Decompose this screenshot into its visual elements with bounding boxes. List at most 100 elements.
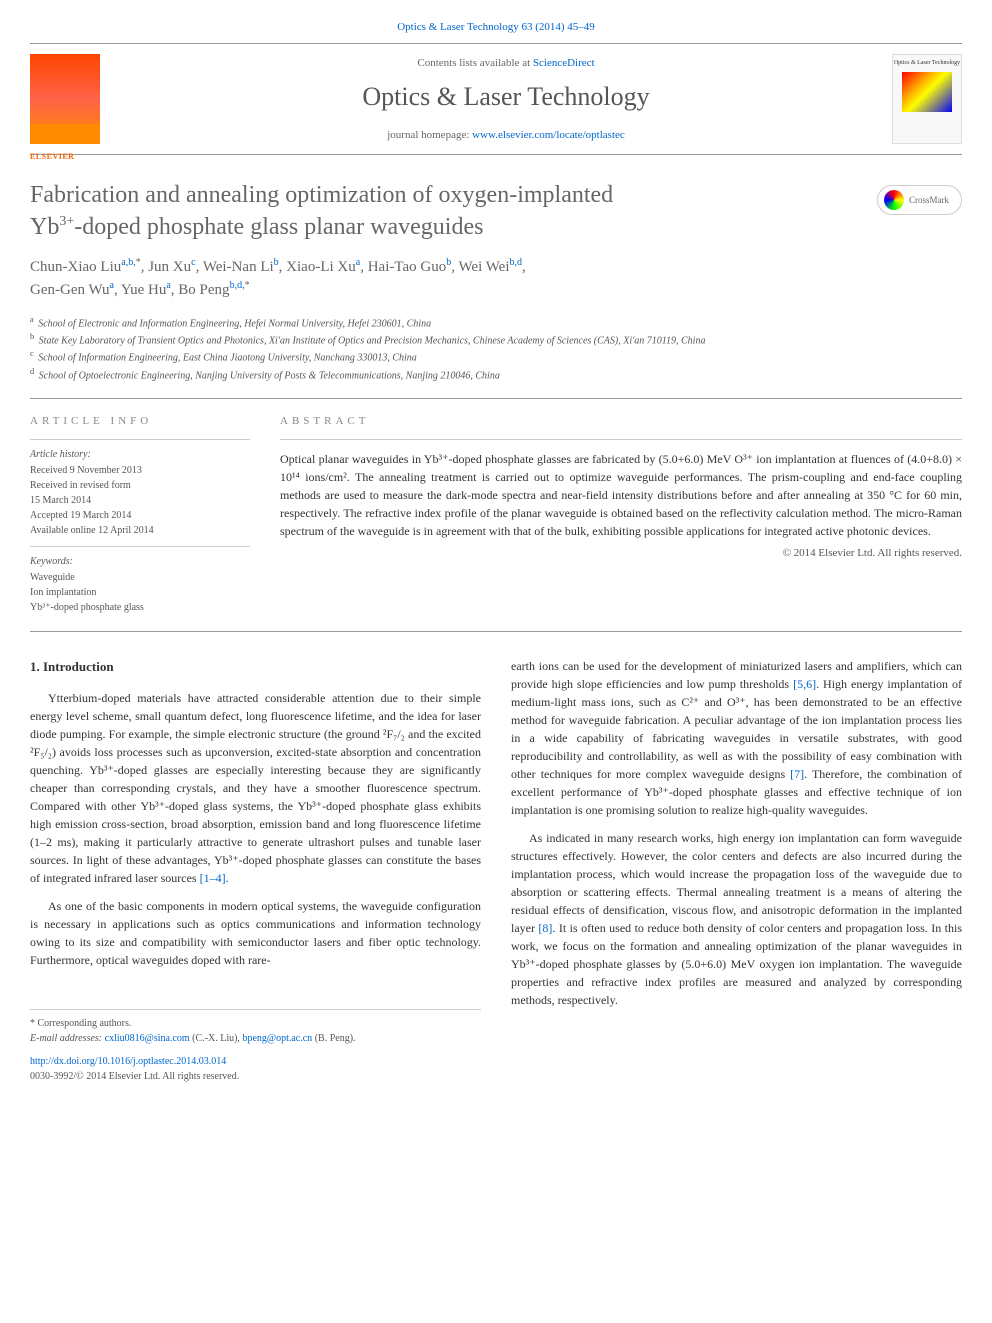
cover-text: Optics & Laser Technology — [893, 59, 961, 67]
affil-text: School of Electronic and Information Eng… — [38, 318, 431, 329]
para-text: . — [226, 871, 229, 885]
info-divider — [30, 439, 250, 440]
history-label: Article history: — [30, 448, 250, 462]
abstract-divider — [280, 439, 962, 440]
affil-sup: b — [30, 332, 34, 341]
doi-link[interactable]: http://dx.doi.org/10.1016/j.optlastec.20… — [30, 1054, 481, 1069]
elsevier-logo: ELSEVIER — [30, 151, 74, 162]
para-text: Ytterbium-doped materials have attracted… — [30, 691, 481, 885]
abstract-heading: ABSTRACT — [280, 414, 962, 429]
left-column: 1. Introduction Ytterbium-doped material… — [30, 657, 481, 1084]
contents-prefix: Contents lists available at — [417, 57, 532, 69]
title-line2-post: -doped phosphate glass planar waveguides — [74, 214, 483, 240]
abstract-text: Optical planar waveguides in Yb³⁺-doped … — [280, 450, 962, 540]
body-columns: 1. Introduction Ytterbium-doped material… — [30, 657, 962, 1084]
para-text: . It is often used to reduce both densit… — [511, 921, 962, 1007]
sep: , — [196, 259, 203, 275]
keyword: Yb³⁺-doped phosphate glass — [30, 601, 250, 615]
authors-list: Chun-Xiao Liua,b,*, Jun Xuc, Wei-Nan Lib… — [30, 255, 962, 302]
journal-cover-thumb: Optics & Laser Technology — [892, 54, 962, 144]
author-affil[interactable]: a,b, — [121, 257, 135, 268]
article-info-heading: ARTICLE INFO — [30, 414, 250, 429]
paragraph: earth ions can be used for the developme… — [511, 657, 962, 819]
sciencedirect-link[interactable]: ScienceDirect — [533, 57, 595, 69]
author: Wei Wei — [458, 259, 509, 275]
affil-sup: c — [30, 349, 34, 358]
paragraph: Ytterbium-doped materials have attracted… — [30, 689, 481, 887]
sep: , — [522, 259, 526, 275]
author: Hai-Tao Guo — [368, 259, 447, 275]
email-link[interactable]: bpeng@opt.ac.cn — [242, 1033, 312, 1044]
crossmark-label: CrossMark — [909, 194, 949, 207]
footer-block: * Corresponding authors. E-mail addresse… — [30, 1009, 481, 1084]
homepage-prefix: journal homepage: — [387, 129, 472, 141]
email-label: E-mail addresses: — [30, 1033, 105, 1044]
email-link[interactable]: cxliu0816@sina.com — [105, 1033, 190, 1044]
history-item: Accepted 19 March 2014 — [30, 509, 250, 523]
author: Yue Hu — [121, 282, 166, 298]
article-info: ARTICLE INFO Article history: Received 9… — [30, 414, 250, 616]
affiliation: c School of Information Engineering, Eas… — [30, 348, 962, 365]
author-affil[interactable]: b,d, — [230, 280, 245, 291]
elsevier-cover: ELSEVIER — [30, 54, 100, 144]
citation-link[interactable]: [1–4] — [200, 871, 226, 885]
homepage-link[interactable]: www.elsevier.com/locate/optlastec — [472, 129, 625, 141]
citation-link[interactable]: [8] — [538, 921, 552, 935]
author: Wei-Nan Li — [203, 259, 274, 275]
email-line: E-mail addresses: cxliu0816@sina.com (C.… — [30, 1031, 481, 1046]
affiliation: b State Key Laboratory of Transient Opti… — [30, 331, 962, 348]
right-column: earth ions can be used for the developme… — [511, 657, 962, 1084]
info-divider — [30, 546, 250, 547]
author: Jun Xu — [148, 259, 191, 275]
journal-homepage-line: journal homepage: www.elsevier.com/locat… — [120, 128, 892, 143]
email-name: (B. Peng). — [312, 1033, 355, 1044]
cover-image — [902, 72, 952, 112]
corr-star: * — [245, 280, 250, 291]
citation-link[interactable]: [5,6] — [793, 677, 816, 691]
keyword: Waveguide — [30, 571, 250, 585]
history-item: Received in revised form — [30, 479, 250, 493]
history-item: Available online 12 April 2014 — [30, 524, 250, 538]
author-affil[interactable]: b,d — [510, 257, 523, 268]
affil-sup: a — [30, 315, 34, 324]
sep: , — [360, 259, 368, 275]
affil-text: School of Information Engineering, East … — [38, 353, 417, 364]
affil-sup: d — [30, 367, 34, 376]
divider — [30, 398, 962, 399]
sep: , — [114, 282, 121, 298]
journal-header: ELSEVIER Contents lists available at Sci… — [30, 43, 962, 155]
crossmark-badge[interactable]: CrossMark — [877, 185, 962, 215]
header-center: Contents lists available at ScienceDirec… — [120, 56, 892, 143]
para-text: . High energy implantation of medium-lig… — [511, 677, 962, 781]
contents-list-line: Contents lists available at ScienceDirec… — [120, 56, 892, 71]
crossmark-icon — [884, 190, 904, 210]
affiliation: d School of Optoelectronic Engineering, … — [30, 366, 962, 383]
paragraph: As indicated in many research works, hig… — [511, 829, 962, 1009]
divider — [30, 631, 962, 632]
title-row: Fabrication and annealing optimization o… — [30, 180, 962, 242]
title-line1: Fabrication and annealing optimization o… — [30, 182, 613, 208]
author: Bo Peng — [178, 282, 229, 298]
abstract-block: ABSTRACT Optical planar waveguides in Yb… — [280, 414, 962, 616]
paragraph: As one of the basic components in modern… — [30, 897, 481, 969]
email-name: (C.-X. Liu), — [190, 1033, 243, 1044]
article-title: Fabrication and annealing optimization o… — [30, 180, 857, 242]
author: Xiao-Li Xu — [286, 259, 356, 275]
author: Gen-Gen Wu — [30, 282, 110, 298]
info-abstract-row: ARTICLE INFO Article history: Received 9… — [30, 414, 962, 616]
keywords-label: Keywords: — [30, 555, 250, 569]
author: Chun-Xiao Liu — [30, 259, 121, 275]
keyword: Ion implantation — [30, 586, 250, 600]
affiliation: a School of Electronic and Information E… — [30, 314, 962, 331]
affil-text: School of Optoelectronic Engineering, Na… — [39, 370, 500, 381]
corresponding-label: * Corresponding authors. — [30, 1016, 481, 1031]
citation-link[interactable]: [7] — [790, 767, 804, 781]
para-text: As indicated in many research works, hig… — [511, 831, 962, 935]
history-item: 15 March 2014 — [30, 494, 250, 508]
top-citation[interactable]: Optics & Laser Technology 63 (2014) 45–4… — [30, 20, 962, 35]
affiliations: a School of Electronic and Information E… — [30, 314, 962, 383]
affil-text: State Key Laboratory of Transient Optics… — [39, 335, 706, 346]
title-sup: 3+ — [59, 214, 74, 229]
section-title: 1. Introduction — [30, 657, 481, 677]
title-line2-pre: Yb — [30, 214, 59, 240]
